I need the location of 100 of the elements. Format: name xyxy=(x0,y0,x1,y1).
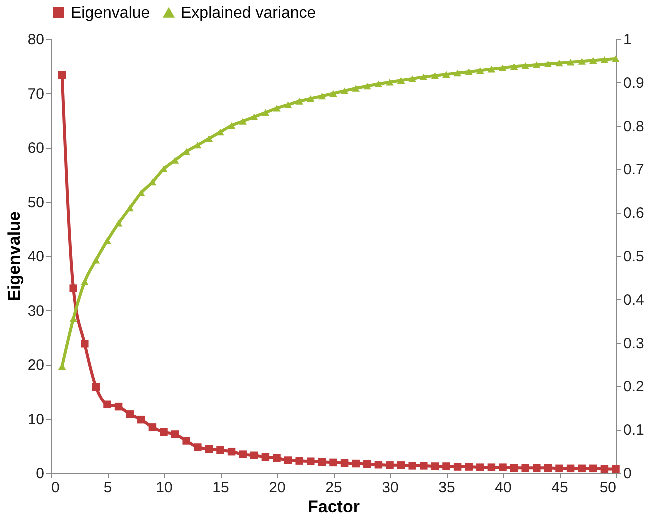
point xyxy=(194,142,202,149)
y-tick-label: 30 xyxy=(28,302,44,320)
point xyxy=(476,464,484,472)
point xyxy=(92,383,100,392)
point xyxy=(408,76,416,82)
point xyxy=(216,446,224,454)
point xyxy=(262,453,270,462)
point xyxy=(431,72,440,80)
point xyxy=(442,462,450,470)
y-tick-label: 80 xyxy=(28,32,44,48)
point xyxy=(104,400,112,409)
point xyxy=(330,458,338,467)
point xyxy=(318,92,326,100)
point xyxy=(148,424,157,432)
y2-tick-label: 1 xyxy=(624,32,632,48)
point xyxy=(397,462,406,470)
point xyxy=(533,464,541,472)
y2-tick-label: 0.6 xyxy=(624,205,644,222)
point xyxy=(431,462,440,470)
point xyxy=(600,56,609,64)
point xyxy=(364,460,372,468)
point xyxy=(194,444,202,452)
point xyxy=(307,96,315,102)
point xyxy=(250,114,258,120)
point xyxy=(273,454,281,462)
point xyxy=(454,70,462,77)
point xyxy=(250,452,258,460)
y-tick-label: 20 xyxy=(28,357,44,374)
point xyxy=(262,109,270,116)
point xyxy=(476,67,484,74)
point xyxy=(92,256,100,264)
point xyxy=(488,66,496,73)
point xyxy=(205,135,214,142)
point xyxy=(578,464,586,473)
point xyxy=(408,462,416,470)
x-tick-label: 40 xyxy=(495,480,512,496)
x-tick-label: 45 xyxy=(552,480,568,496)
point xyxy=(374,80,383,88)
point xyxy=(296,98,304,105)
point xyxy=(533,62,541,68)
point xyxy=(138,190,146,196)
point xyxy=(612,56,620,62)
x-tick-label: 25 xyxy=(326,480,342,496)
point xyxy=(522,464,530,472)
point xyxy=(81,278,89,286)
point xyxy=(126,410,134,418)
point xyxy=(499,464,507,472)
x-axis-title: Factor xyxy=(308,498,360,516)
y2-tick-label: 0.9 xyxy=(624,74,644,92)
x-tick-label: 15 xyxy=(212,480,230,496)
y-axis-title: Eigenvalue xyxy=(4,212,24,302)
point xyxy=(228,122,236,130)
point xyxy=(330,90,338,98)
y2-tick-label: 0.7 xyxy=(624,162,644,179)
y-tick-label: 70 xyxy=(28,86,44,103)
point xyxy=(499,64,507,72)
point xyxy=(544,464,552,472)
y2-tick-label: 0 xyxy=(624,466,632,482)
point xyxy=(510,63,518,70)
point xyxy=(465,68,473,76)
point xyxy=(556,60,564,67)
x-tick-label: 35 xyxy=(438,480,456,496)
x-tick-label: 10 xyxy=(156,480,173,496)
point xyxy=(70,316,78,322)
x-tick-label: 0 xyxy=(52,480,60,496)
y2-tick-label: 0.2 xyxy=(624,378,644,396)
point xyxy=(454,463,462,471)
point xyxy=(81,340,89,348)
point xyxy=(70,284,78,292)
point xyxy=(465,463,473,471)
point xyxy=(352,85,360,92)
y-tick-label: 40 xyxy=(28,248,44,266)
point xyxy=(522,62,530,70)
point xyxy=(318,458,326,466)
point xyxy=(352,460,360,468)
point xyxy=(216,128,224,136)
point xyxy=(114,220,123,227)
point xyxy=(273,105,281,112)
point xyxy=(340,459,349,468)
y2-tick-label: 0.8 xyxy=(624,118,644,136)
point xyxy=(104,237,112,244)
y-tick-label: 0 xyxy=(36,466,44,482)
y-tick-label: 10 xyxy=(28,411,44,428)
point xyxy=(488,464,496,472)
point xyxy=(307,458,315,466)
point xyxy=(374,460,383,469)
point xyxy=(386,79,394,86)
point xyxy=(239,450,247,458)
point xyxy=(239,118,247,125)
point xyxy=(590,57,598,64)
x-tick-label: 20 xyxy=(269,480,286,496)
point xyxy=(160,428,168,436)
point xyxy=(386,462,394,470)
point xyxy=(420,74,428,81)
point xyxy=(182,437,190,445)
legend-label: Eigenvalue xyxy=(71,5,150,22)
point xyxy=(58,71,66,80)
point xyxy=(340,88,349,94)
point xyxy=(442,71,450,78)
x-tick-label: 30 xyxy=(382,480,399,496)
